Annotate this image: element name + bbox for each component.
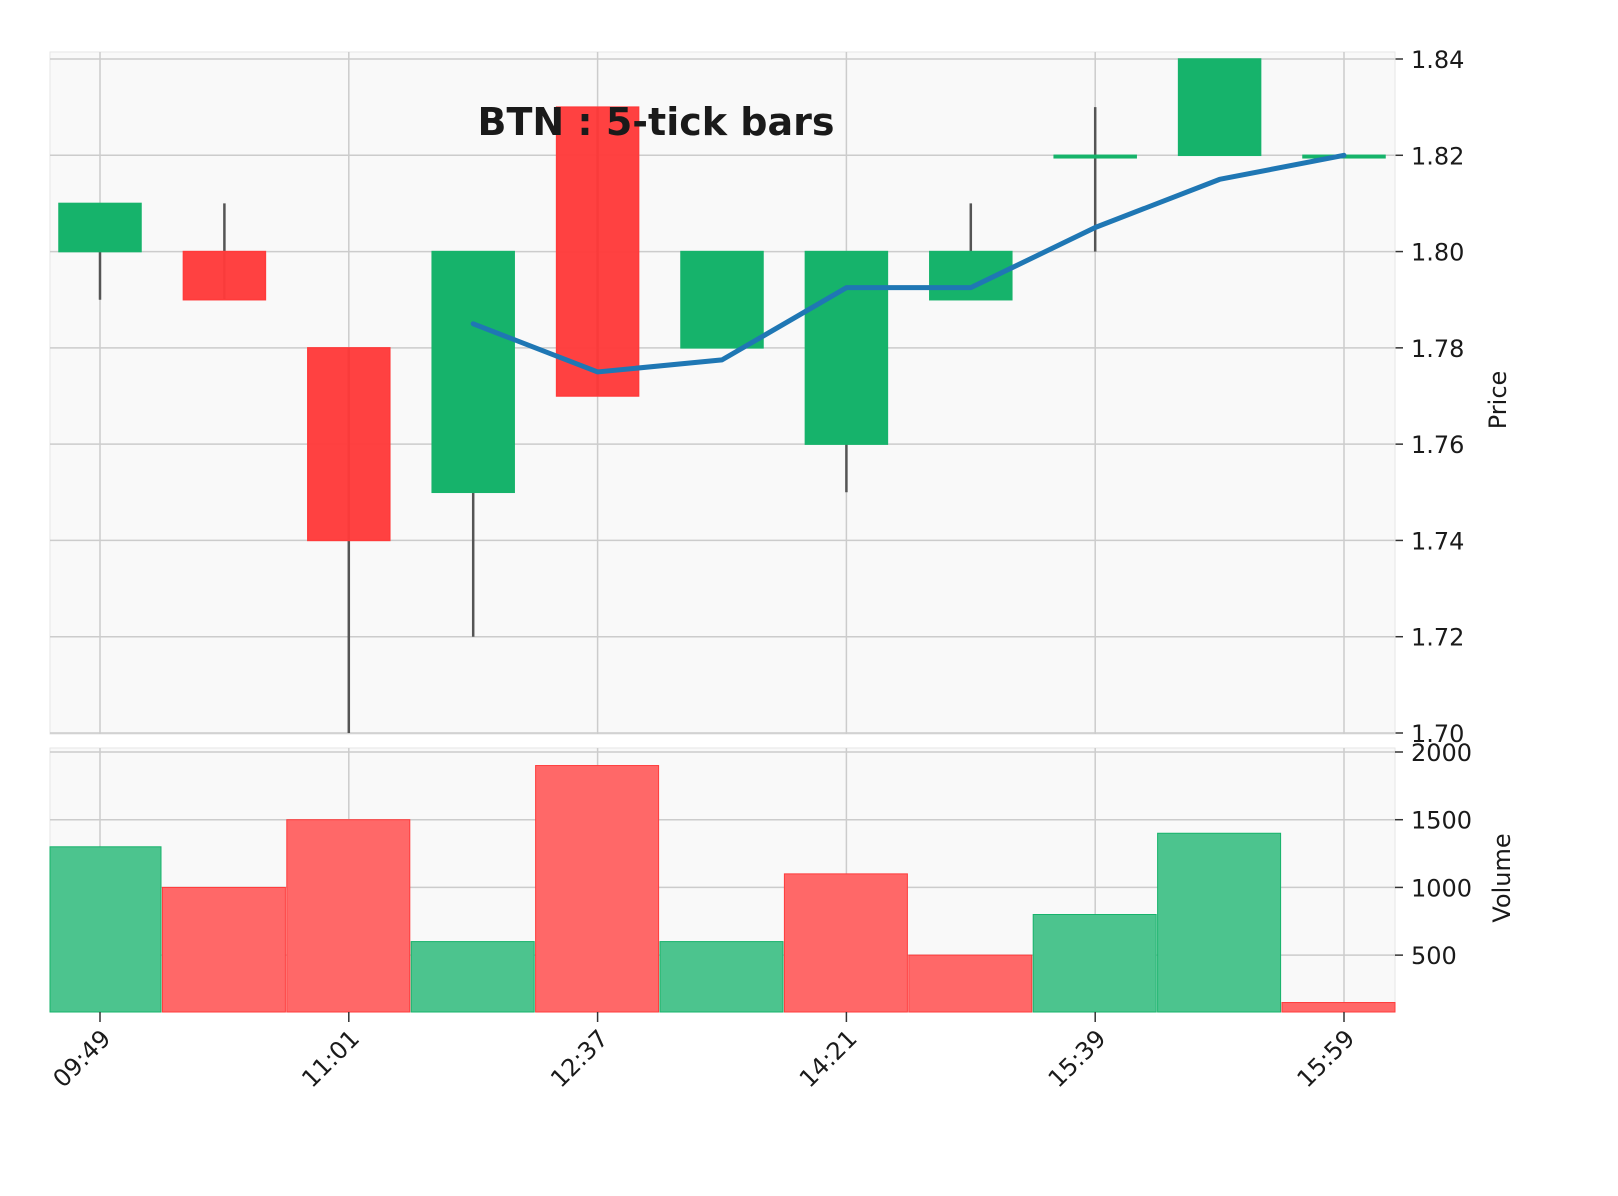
candle-body [58,202,142,253]
volume-tick-label: 500 [1411,942,1457,970]
volume-bar [1157,832,1282,1013]
volume-bar [161,886,286,1013]
price-panel [49,51,1396,735]
candle-body [680,250,764,349]
candle-body [804,250,889,445]
volume-tick-label: 1500 [1411,807,1472,835]
x-tick-label: 09:49 [48,1024,117,1093]
price-tick-label: 1.72 [1411,624,1464,652]
price-tick-label: 1.80 [1411,239,1464,267]
volume-tick-label: 2000 [1411,739,1472,767]
candle-body [1177,58,1262,157]
candle-body [555,106,640,397]
volume-bar [410,941,535,1013]
x-tick-label: 12:37 [545,1024,614,1093]
volume-bar [783,873,908,1013]
volume-axis-label: Volume [1488,833,1516,922]
volume-bar [908,954,1033,1013]
price-tick-label: 1.76 [1411,431,1464,459]
volume-bar [286,819,411,1013]
price-axis-label: Price [1484,371,1512,430]
moving-average-line [470,152,1347,375]
x-tick-label: 14:21 [794,1024,863,1093]
candles [58,58,1386,733]
moving-average [470,152,1347,375]
price-tick-label: 1.70 [1411,720,1464,748]
price-tick-label: 1.78 [1411,335,1464,363]
volume-bar [535,765,660,1013]
candle-body [1053,154,1137,159]
volume-bar [659,941,784,1013]
volume-bars [49,765,1396,1013]
x-tick-label: 11:01 [296,1024,365,1093]
candle-body [431,250,515,494]
volume-tick-label: 1000 [1411,874,1472,902]
price-tick-label: 1.84 [1411,46,1464,74]
price-tick-label: 1.74 [1411,527,1464,555]
candle-body [307,347,391,542]
volume-bar [1032,914,1157,1013]
volume-bar [1281,1002,1396,1013]
candle-body [182,250,267,301]
volume-bar [49,846,162,1013]
price-tick-label: 1.82 [1411,142,1464,170]
x-tick-label: 15:59 [1292,1024,1361,1093]
chart-title: BTN : 5-tick bars [478,100,835,144]
x-tick-label: 15:39 [1043,1024,1112,1093]
